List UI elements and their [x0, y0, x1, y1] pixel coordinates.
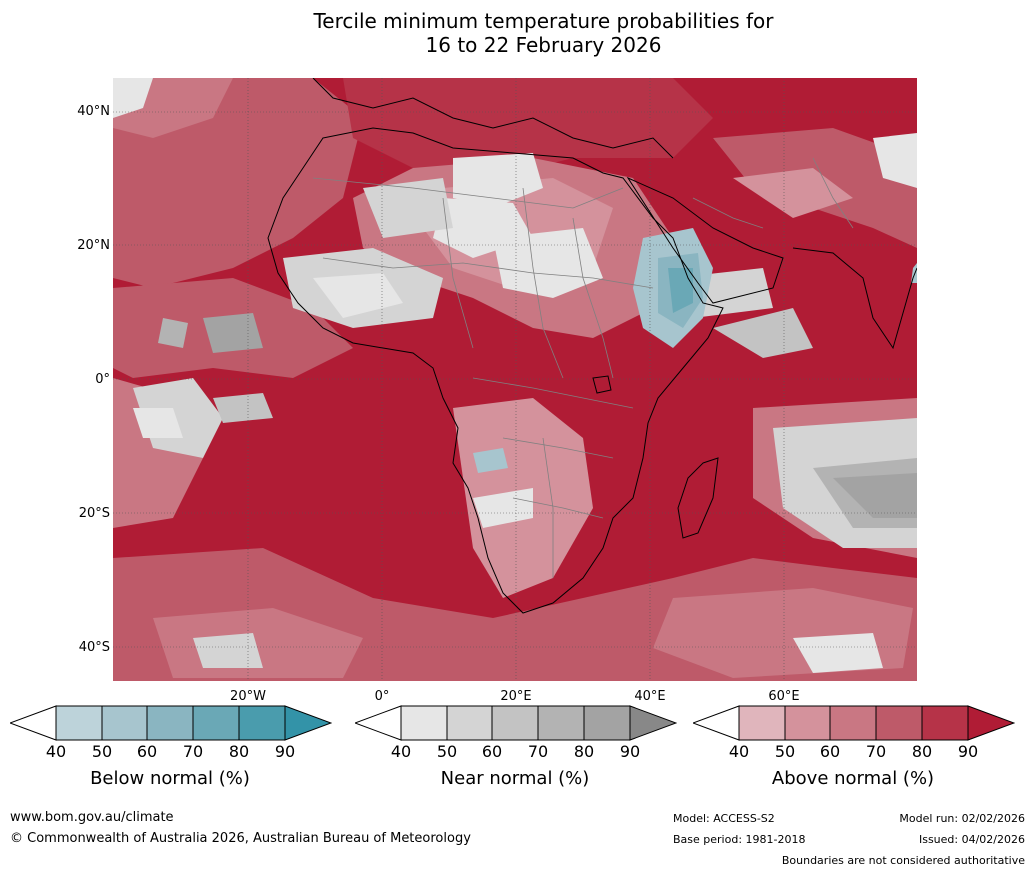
- below-normal-zones: [473, 228, 917, 473]
- near-tick-40: 40: [390, 742, 412, 761]
- below-tick-50: 50: [91, 742, 113, 761]
- country-borders: [312, 157, 854, 578]
- map-canvas: [113, 78, 917, 681]
- title-line-1: Tercile minimum temperature probabilitie…: [313, 9, 774, 33]
- near-tick-70: 70: [527, 742, 549, 761]
- coastlines: [267, 78, 917, 614]
- colorbar-near-normal: [355, 705, 677, 741]
- lat-label-0: 0°: [95, 372, 110, 387]
- above-tick-70: 70: [865, 742, 887, 761]
- below-tick-90: 90: [274, 742, 296, 761]
- base-period-text: Base period: 1981-2018: [673, 833, 806, 846]
- above-tick-60: 60: [819, 742, 841, 761]
- graticule: [113, 78, 917, 681]
- title-line-2: 16 to 22 February 2026: [425, 33, 662, 57]
- map-title: Tercile minimum temperature probabilitie…: [0, 9, 1035, 57]
- below-tick-80: 80: [228, 742, 250, 761]
- lat-label-40s: 40°S: [78, 640, 110, 655]
- above-tick-80: 80: [911, 742, 933, 761]
- above-normal-label: Above normal (%): [771, 768, 935, 789]
- below-normal-label: Below normal (%): [90, 768, 250, 789]
- lat-label-20s: 20°S: [78, 506, 110, 521]
- lon-label-60e: 60°E: [768, 689, 800, 704]
- lon-label-0: 0°: [374, 689, 390, 704]
- above-tick-50: 50: [774, 742, 796, 761]
- lon-label-20w: 20°W: [230, 689, 266, 704]
- near-tick-90: 90: [619, 742, 641, 761]
- below-tick-40: 40: [45, 742, 67, 761]
- colorbar-below-normal: [10, 705, 332, 741]
- copyright-text: © Commonwealth of Australia 2026, Austra…: [10, 831, 471, 846]
- probability-map: [113, 78, 917, 681]
- above-tick-90: 90: [957, 742, 979, 761]
- near-normal-zones: [113, 78, 917, 673]
- model-text: Model: ACCESS-S2: [673, 812, 775, 825]
- website-link[interactable]: www.bom.gov.au/climate: [10, 810, 174, 825]
- model-run-text: Model run: 02/02/2026: [899, 812, 1025, 825]
- near-tick-50: 50: [436, 742, 458, 761]
- near-normal-label: Near normal (%): [440, 768, 590, 789]
- lat-label-20n: 20°N: [77, 238, 110, 253]
- issued-text: Issued: 04/02/2026: [918, 833, 1025, 846]
- near-tick-60: 60: [481, 742, 503, 761]
- lon-label-40e: 40°E: [634, 689, 666, 704]
- below-tick-60: 60: [136, 742, 158, 761]
- near-tick-80: 80: [573, 742, 595, 761]
- lon-label-20e: 20°E: [500, 689, 532, 704]
- lat-label-40n: 40°N: [77, 104, 110, 119]
- below-tick-70: 70: [182, 742, 204, 761]
- colorbar-above-normal: [693, 705, 1015, 741]
- above-tick-40: 40: [728, 742, 750, 761]
- disclaimer-text: Boundaries are not considered authoritat…: [781, 854, 1025, 867]
